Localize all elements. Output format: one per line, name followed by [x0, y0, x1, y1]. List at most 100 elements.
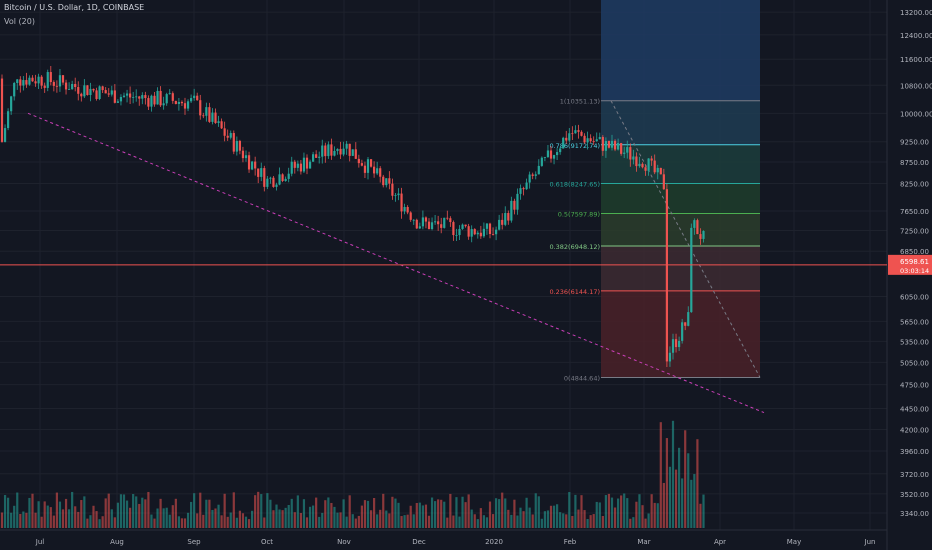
volume-bar: [80, 500, 83, 528]
volume-bar: [501, 492, 504, 528]
volume-bar: [589, 515, 592, 528]
candle-body: [153, 95, 156, 105]
volume-bar: [159, 498, 162, 528]
volume-bar: [0, 512, 4, 528]
candle-body: [104, 90, 107, 94]
candle-body: [25, 80, 28, 85]
y-tick-label: 5650.00: [900, 318, 929, 326]
volume-bar: [177, 516, 180, 528]
volume-bar: [421, 505, 424, 528]
candle-body: [562, 137, 565, 149]
candle-body: [495, 229, 498, 235]
volume-bar: [308, 506, 312, 528]
candle-body: [31, 77, 34, 82]
volume-bar: [37, 501, 40, 528]
volume-bar: [699, 503, 702, 528]
volume-bar: [546, 510, 550, 528]
candle-body: [452, 222, 455, 236]
fib-level-label: 0.382(6948.12): [549, 243, 600, 251]
volume-bar: [626, 498, 629, 528]
candle-body: [354, 149, 357, 159]
candle-body: [418, 226, 421, 229]
y-tick-label: 13200.00: [900, 9, 932, 17]
candle-body: [171, 93, 174, 101]
fib-level-label: 0(4844.64): [564, 374, 600, 382]
candle-body: [211, 112, 214, 122]
volume-bar: [296, 495, 299, 528]
current-price-badge: [888, 254, 932, 275]
candle-body: [113, 90, 116, 103]
volume-bar: [342, 499, 345, 528]
candle-body: [565, 137, 568, 141]
candle-body: [540, 157, 543, 166]
candle-body: [400, 193, 403, 212]
x-tick-label: Nov: [337, 538, 351, 546]
volume-bar: [604, 495, 607, 528]
y-tick-label: 4450.00: [900, 405, 929, 413]
candle-body: [86, 85, 89, 96]
volume-bar: [647, 513, 650, 528]
volume-bar: [138, 503, 141, 528]
fib-zone: [601, 100, 760, 145]
volume-bar: [394, 498, 397, 528]
candle-body: [290, 161, 293, 174]
volume-bar: [13, 505, 16, 528]
fib-level-label: 0.236(6144.17): [549, 288, 600, 296]
volume-bar: [418, 502, 421, 528]
candle-body: [168, 93, 171, 95]
candle-body: [348, 143, 351, 156]
candle-body: [406, 206, 409, 213]
candle-body: [269, 177, 272, 179]
volume-bar: [601, 515, 604, 528]
volume-bar: [382, 493, 385, 528]
candle-body: [92, 88, 95, 91]
volume-bar: [174, 498, 177, 528]
volume-bar: [592, 514, 595, 528]
volume-bar: [223, 493, 226, 528]
volume-bar: [330, 502, 333, 528]
volume-bar: [684, 430, 687, 528]
candle-body: [0, 78, 4, 142]
candle-body: [473, 229, 476, 235]
volume-bar: [440, 499, 443, 528]
fib-zone: [601, 246, 760, 291]
volume-bar: [668, 466, 672, 528]
candle-body: [68, 89, 71, 90]
volume-bar: [412, 514, 415, 528]
candle-body: [28, 77, 31, 85]
volume-bar: [437, 499, 440, 528]
volume-bar: [607, 493, 611, 528]
candle-body: [22, 80, 25, 86]
volume-bar: [568, 492, 571, 528]
candle-body: [684, 322, 687, 326]
y-tick-label: 3720.00: [900, 471, 929, 479]
x-tick-label: Jul: [35, 538, 45, 546]
volume-bar: [125, 500, 129, 528]
volume-bar: [116, 502, 119, 528]
volume-bar: [315, 497, 318, 528]
volume-bar: [549, 505, 553, 528]
candle-body: [437, 221, 440, 225]
candle-body: [284, 178, 287, 182]
candle-body: [653, 160, 656, 173]
volume-bar: [348, 495, 351, 528]
volume-bar: [354, 518, 357, 528]
candle-body: [101, 86, 104, 91]
candle-body: [202, 115, 205, 117]
candle-body: [543, 157, 546, 158]
candle-body: [217, 121, 220, 123]
y-tick-label: 3520.00: [900, 491, 929, 499]
volume-bar: [671, 420, 675, 528]
candle-body: [623, 152, 626, 154]
candle-body: [583, 135, 586, 143]
volume-bar: [363, 500, 367, 528]
candle-body: [522, 188, 525, 190]
x-tick-label: Apr: [714, 538, 726, 546]
x-tick-label: 2020: [485, 538, 503, 546]
candle-body: [34, 81, 37, 84]
current-price-label: 6598.61: [900, 258, 929, 266]
candle-body: [144, 95, 147, 99]
candle-body: [49, 72, 52, 83]
candle-body: [482, 228, 485, 237]
